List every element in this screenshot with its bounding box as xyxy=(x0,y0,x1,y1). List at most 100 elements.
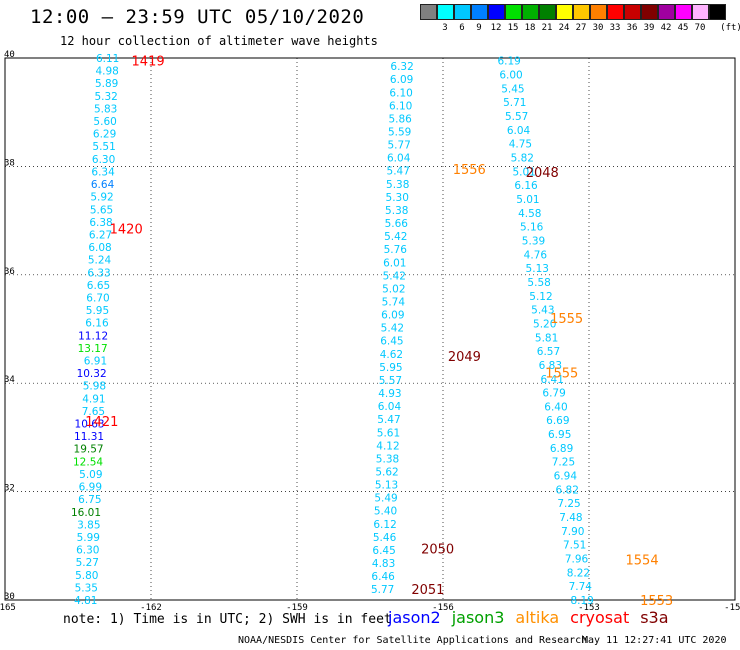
wave-height-value: 5.46 xyxy=(373,532,397,544)
wave-height-value: 5.83 xyxy=(94,103,117,115)
generation-timestamp: May 11 12:27:41 UTC 2020 xyxy=(582,635,727,646)
legend-label: 33 xyxy=(609,23,621,33)
wave-height-value: 11.12 xyxy=(78,330,108,342)
wave-height-value: 6.45 xyxy=(380,336,403,348)
legend-swatch xyxy=(488,4,505,20)
wave-height-value: 6.40 xyxy=(544,401,567,413)
wave-height-value: 6.69 xyxy=(546,415,569,427)
legend-swatch xyxy=(539,4,556,20)
wave-height-value: 5.74 xyxy=(382,296,406,308)
wave-height-value: 19.57 xyxy=(74,444,104,456)
wave-height-value: 7.48 xyxy=(559,512,582,524)
wave-height-value: 5.80 xyxy=(75,570,98,582)
legend-swatch xyxy=(607,4,624,20)
wave-height-value: 10.63 xyxy=(75,419,105,431)
satellite-legend-jason3: jason3 xyxy=(451,608,505,627)
wave-height-value: 6.91 xyxy=(84,356,107,368)
wave-height-value: 8.22 xyxy=(567,567,590,579)
wave-height-value: 6.11 xyxy=(96,53,119,65)
pass-time-label: 2048 xyxy=(526,166,559,181)
wave-height-value: 5.49 xyxy=(374,493,397,505)
wave-height-value: 6.82 xyxy=(556,484,579,496)
wave-height-value: 6.09 xyxy=(390,74,413,86)
wave-height-value: 5.20 xyxy=(533,318,556,330)
wave-height-value: 5.43 xyxy=(531,305,554,317)
wave-height-value: 7.25 xyxy=(557,498,580,510)
legend-swatch xyxy=(505,4,522,20)
wave-height-value: 5.38 xyxy=(376,453,399,465)
legend-label: 27 xyxy=(575,23,587,33)
wave-height-value: 5.13 xyxy=(375,480,398,492)
wave-height-value: 4.12 xyxy=(376,440,399,452)
wave-height-value: 4.62 xyxy=(380,349,403,361)
wave-height-value: 6.04 xyxy=(387,153,411,165)
legend-swatch xyxy=(420,4,437,20)
legend-label: 18 xyxy=(524,23,536,33)
wave-height-value: 6.30 xyxy=(76,545,99,557)
satellite-legend-cryosat: cryosat xyxy=(570,608,630,627)
pass-time-label: 1555 xyxy=(545,366,578,381)
wave-height-value: 5.16 xyxy=(520,222,544,234)
wave-height-value: 4.83 xyxy=(372,558,395,570)
wave-height-value: 5.95 xyxy=(86,305,109,317)
wave-height-value: 5.38 xyxy=(385,205,408,217)
wave-height-value: 5.47 xyxy=(387,166,410,178)
wave-height-value: 5.01 xyxy=(512,166,535,178)
wave-height-value: 5.77 xyxy=(371,584,394,596)
wave-height-value: 11.31 xyxy=(74,431,104,443)
wave-height-value: 5.81 xyxy=(535,332,558,344)
wave-height-value: 16.01 xyxy=(71,507,101,519)
legend-label: 45 xyxy=(677,23,689,33)
wave-height-value: 5.01 xyxy=(516,194,539,206)
legend-label: 15 xyxy=(507,23,519,33)
wave-height-value: 6.10 xyxy=(389,87,412,99)
wave-height-value: 6.75 xyxy=(78,494,101,506)
wave-height-value: 5.42 xyxy=(384,231,407,243)
wave-height-value: 6.16 xyxy=(85,318,109,330)
wave-height-value: 6.94 xyxy=(554,471,578,483)
y-tick-label: 30 xyxy=(4,592,15,602)
wave-height-value: 12.54 xyxy=(73,456,103,468)
wave-height-value: 5.32 xyxy=(94,91,117,103)
wave-height-value: 5.82 xyxy=(511,153,534,165)
credit-line: NOAA/NESDIS Center for Satellite Applica… xyxy=(238,635,588,646)
wave-height-value: 6.04 xyxy=(507,125,531,137)
pass-time-label: 2050 xyxy=(421,543,454,558)
x-tick-label: -165 xyxy=(0,603,16,613)
pass-time-label: 1420 xyxy=(110,223,143,238)
wave-height-value: 6.65 xyxy=(87,280,110,292)
legend-label: 39 xyxy=(643,23,655,33)
wave-height-value: 5.89 xyxy=(95,78,118,90)
legend-unit: (ft) xyxy=(720,23,740,33)
legend-label: 9 xyxy=(476,23,482,33)
wave-height-value: 6.99 xyxy=(79,482,102,494)
pass-time-label: 1556 xyxy=(453,163,486,178)
x-tick-label: -156 xyxy=(432,603,454,613)
wave-height-value: 6.12 xyxy=(373,519,396,531)
wave-height-value: 6.45 xyxy=(372,545,395,557)
wave-height-value: 5.66 xyxy=(385,218,409,230)
wave-height-value: 6.95 xyxy=(548,429,571,441)
wave-height-value: 5.35 xyxy=(75,582,98,594)
wave-height-value: 6.33 xyxy=(87,267,110,279)
wave-height-value: 6.38 xyxy=(89,217,112,229)
wave-height-value: 5.51 xyxy=(92,141,115,153)
y-tick-label: 32 xyxy=(4,484,15,494)
x-tick-label: -153 xyxy=(578,603,600,613)
wave-height-value: 4.58 xyxy=(518,208,541,220)
satellite-legend-s3a: s3a xyxy=(640,608,669,627)
wave-height-value: 6.08 xyxy=(88,242,111,254)
wave-height-value: 4.81 xyxy=(74,595,97,607)
wave-height-value: 6.29 xyxy=(93,129,116,141)
legend-swatch xyxy=(556,4,573,20)
wave-height-value: 5.58 xyxy=(527,277,550,289)
wave-height-value: 5.99 xyxy=(77,532,100,544)
pass-time-label: 1419 xyxy=(132,55,165,70)
wave-height-value: 4.91 xyxy=(82,393,105,405)
map-frame xyxy=(4,57,736,601)
wave-height-value: 5.62 xyxy=(375,466,398,478)
wave-height-value: 5.09 xyxy=(79,469,102,481)
legend-swatch xyxy=(692,4,709,20)
wave-height-value: 6.79 xyxy=(542,388,565,400)
